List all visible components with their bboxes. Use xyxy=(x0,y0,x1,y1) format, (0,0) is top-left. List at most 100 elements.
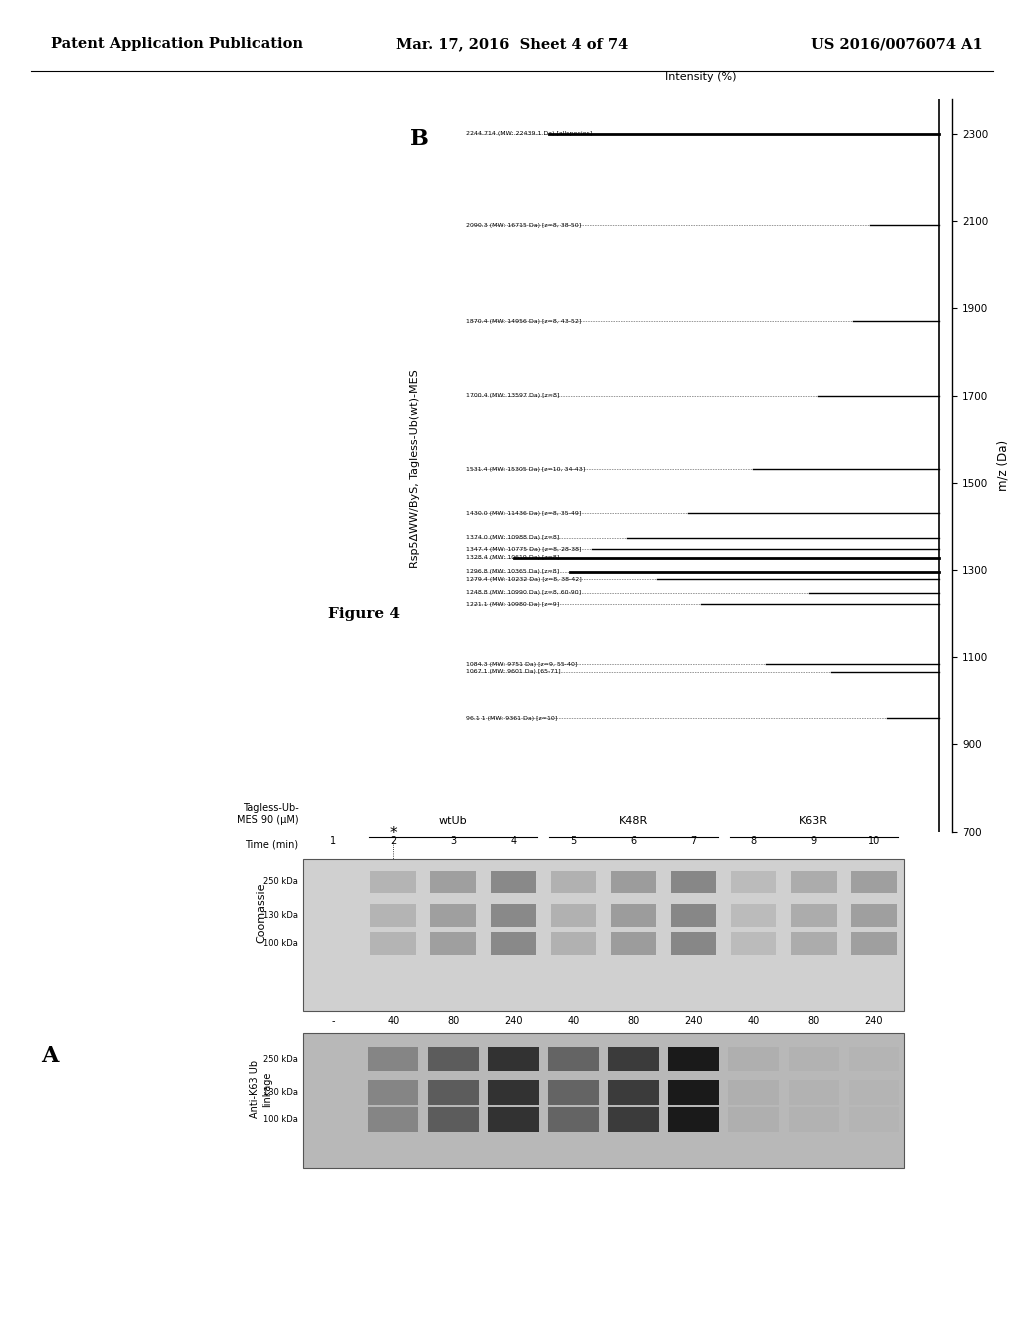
Text: 1067.1 (MW: 9601 Da) [65-71]: 1067.1 (MW: 9601 Da) [65-71] xyxy=(466,669,561,675)
Text: 1296.8 (MW: 10365 Da) [z=8]: 1296.8 (MW: 10365 Da) [z=8] xyxy=(466,569,559,574)
Bar xyxy=(851,871,897,892)
Bar xyxy=(428,1047,478,1072)
Text: 2244.714 (MW: 22439.1 Da) [allspecies]: 2244.714 (MW: 22439.1 Da) [allspecies] xyxy=(466,132,593,136)
Bar xyxy=(371,904,416,927)
Text: Coomassie: Coomassie xyxy=(256,882,266,942)
Bar xyxy=(490,904,537,927)
Text: 80: 80 xyxy=(447,1016,460,1027)
Bar xyxy=(430,904,476,927)
Text: 1084.3 (MW: 9751 Da) [z=9, 55-40]: 1084.3 (MW: 9751 Da) [z=9, 55-40] xyxy=(466,661,578,667)
Text: Figure 4: Figure 4 xyxy=(328,607,399,620)
Text: 6: 6 xyxy=(631,836,637,846)
Y-axis label: m/z (Da): m/z (Da) xyxy=(996,440,1010,491)
Bar xyxy=(669,1080,719,1105)
Bar xyxy=(368,1080,419,1105)
Text: 1430.0 (MW: 11436 Da) [z=8, 35-49]: 1430.0 (MW: 11436 Da) [z=8, 35-49] xyxy=(466,511,582,516)
Bar xyxy=(788,1047,839,1072)
Bar xyxy=(608,1047,658,1072)
Bar xyxy=(548,1047,599,1072)
Bar xyxy=(428,1080,478,1105)
Text: 2: 2 xyxy=(390,836,396,846)
Bar xyxy=(731,932,776,954)
Bar xyxy=(371,932,416,954)
Bar xyxy=(849,1047,899,1072)
Text: 2090.3 (MW: 16715 Da) [z=8, 38-50]: 2090.3 (MW: 16715 Da) [z=8, 38-50] xyxy=(466,223,582,228)
Text: 1221.1 (MW: 10980 Da) [z=9]: 1221.1 (MW: 10980 Da) [z=9] xyxy=(466,602,559,607)
Text: Rsp5ΔWW/ByS, Tagless-Ub(wt)-MES: Rsp5ΔWW/ByS, Tagless-Ub(wt)-MES xyxy=(410,370,420,568)
Text: Anti-K63 Ub
linkage: Anti-K63 Ub linkage xyxy=(250,1060,271,1118)
Text: Tagless-Ub-
MES 90 (μM): Tagless-Ub- MES 90 (μM) xyxy=(237,803,298,825)
Bar xyxy=(608,1107,658,1133)
Bar xyxy=(671,871,717,892)
Text: 1248.8 (MW: 10990 Da) [z=8, 60-90]: 1248.8 (MW: 10990 Da) [z=8, 60-90] xyxy=(466,590,582,595)
Bar xyxy=(849,1080,899,1105)
Bar xyxy=(551,904,596,927)
Text: 1347.4 (MW: 10775 Da) [z=8, 28-38]: 1347.4 (MW: 10775 Da) [z=8, 28-38] xyxy=(466,546,582,552)
Bar xyxy=(788,1107,839,1133)
Text: 130 kDa: 130 kDa xyxy=(263,1088,298,1097)
Text: 1700.4 (MW: 13597 Da) [z=8]: 1700.4 (MW: 13597 Da) [z=8] xyxy=(466,393,560,399)
Bar xyxy=(368,1047,419,1072)
Text: 130 kDa: 130 kDa xyxy=(263,911,298,920)
Text: 240: 240 xyxy=(504,1016,522,1027)
Text: 10: 10 xyxy=(867,836,880,846)
Text: 100 kDa: 100 kDa xyxy=(263,939,298,948)
Bar xyxy=(669,1107,719,1133)
Bar xyxy=(851,932,897,954)
Text: wtUb: wtUb xyxy=(439,816,468,826)
Bar xyxy=(728,1080,779,1105)
Text: 1279.4 (MW: 10232 Da) [z=8, 38-42]: 1279.4 (MW: 10232 Da) [z=8, 38-42] xyxy=(466,577,582,582)
Text: 240: 240 xyxy=(684,1016,702,1027)
Text: 8: 8 xyxy=(751,836,757,846)
Bar xyxy=(303,859,904,1011)
Text: 250 kDa: 250 kDa xyxy=(263,1055,298,1064)
Bar xyxy=(490,871,537,892)
Text: 1328.4 (MW: 10619 Da) [z=8]: 1328.4 (MW: 10619 Da) [z=8] xyxy=(466,556,559,560)
Text: 7: 7 xyxy=(690,836,696,846)
Text: Intensity (%): Intensity (%) xyxy=(665,71,736,82)
Bar xyxy=(303,1034,904,1168)
Text: 96.1 1 (MW: 9361 Da) [z=10]: 96.1 1 (MW: 9361 Da) [z=10] xyxy=(466,715,558,721)
Bar xyxy=(488,1107,539,1133)
Bar xyxy=(548,1080,599,1105)
Text: 40: 40 xyxy=(748,1016,760,1027)
Text: K63R: K63R xyxy=(800,816,828,826)
Bar xyxy=(428,1107,478,1133)
Text: 1870.4 (MW: 14956 Da) [z=8, 43-52]: 1870.4 (MW: 14956 Da) [z=8, 43-52] xyxy=(466,319,582,323)
Text: 250 kDa: 250 kDa xyxy=(263,878,298,886)
Bar xyxy=(488,1047,539,1072)
Bar xyxy=(851,904,897,927)
Text: 1: 1 xyxy=(330,836,336,846)
Text: 9: 9 xyxy=(811,836,817,846)
Bar xyxy=(488,1080,539,1105)
Bar xyxy=(430,932,476,954)
Bar xyxy=(368,1107,419,1133)
Text: 3: 3 xyxy=(451,836,457,846)
Bar xyxy=(610,904,656,927)
Text: B: B xyxy=(410,128,428,149)
Bar xyxy=(731,904,776,927)
Text: 1374.0 (MW: 10988 Da) [z=8]: 1374.0 (MW: 10988 Da) [z=8] xyxy=(466,535,559,540)
Text: 40: 40 xyxy=(567,1016,580,1027)
Bar xyxy=(548,1107,599,1133)
Bar xyxy=(551,871,596,892)
Text: US 2016/0076074 A1: US 2016/0076074 A1 xyxy=(811,37,983,51)
Bar xyxy=(671,932,717,954)
Bar xyxy=(791,871,837,892)
Text: Time (min): Time (min) xyxy=(245,840,298,849)
Text: 80: 80 xyxy=(628,1016,640,1027)
Bar xyxy=(371,871,416,892)
Bar xyxy=(728,1107,779,1133)
Bar xyxy=(671,904,717,927)
Text: -: - xyxy=(332,1016,335,1027)
Text: 1531.4 (MW: 15305 Da) [z=10, 34-43]: 1531.4 (MW: 15305 Da) [z=10, 34-43] xyxy=(466,467,586,471)
Bar xyxy=(490,932,537,954)
Bar xyxy=(551,932,596,954)
Text: A: A xyxy=(41,1045,58,1067)
Text: 40: 40 xyxy=(387,1016,399,1027)
Text: Patent Application Publication: Patent Application Publication xyxy=(51,37,303,51)
Bar xyxy=(430,871,476,892)
Text: 4: 4 xyxy=(510,836,516,846)
Text: 100 kDa: 100 kDa xyxy=(263,1115,298,1125)
Bar xyxy=(791,904,837,927)
